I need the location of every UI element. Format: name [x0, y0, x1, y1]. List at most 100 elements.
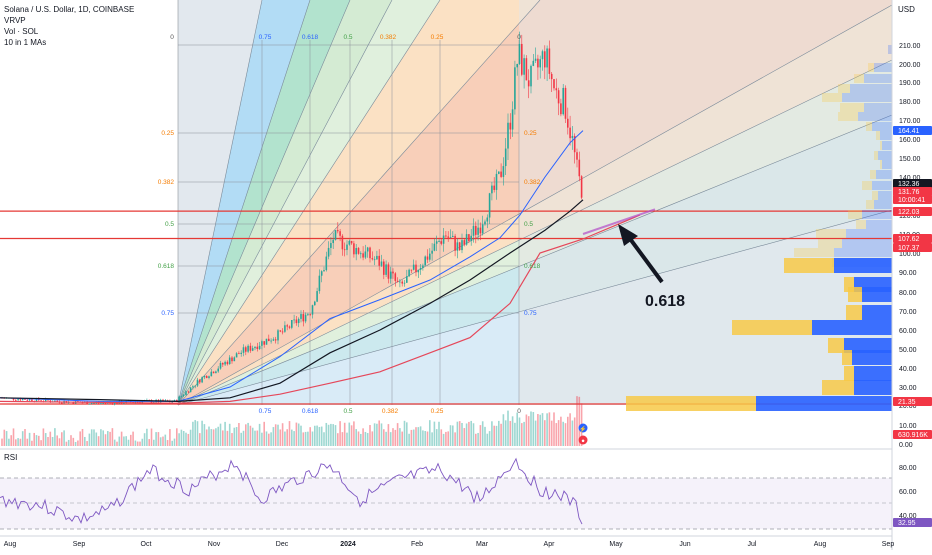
- candle-body: [380, 261, 383, 266]
- vp-row-7: [872, 122, 892, 131]
- volume-bar: [233, 427, 236, 446]
- volume-bar: [123, 436, 125, 446]
- y-tick-label: 140.00: [899, 175, 921, 182]
- vp-main-3: [862, 305, 892, 320]
- vp-row-16: [862, 210, 892, 219]
- candle-body: [194, 385, 196, 387]
- volume-bar: [180, 429, 183, 446]
- candle-body: [477, 227, 479, 235]
- candle-body: [468, 234, 470, 242]
- ma-projection-line: [582, 208, 656, 235]
- y-tick-label: 60.00: [899, 328, 917, 335]
- vp-row-9: [882, 141, 892, 150]
- svg-text:●: ●: [581, 439, 585, 445]
- candle-body: [258, 345, 261, 350]
- grid: [177, 0, 520, 405]
- annotation-label: 0.618: [645, 293, 685, 310]
- dividend-icon[interactable]: [578, 423, 588, 433]
- volume-bar: [486, 433, 489, 446]
- volume-bar: [93, 429, 95, 446]
- volume-bar: [564, 423, 567, 446]
- volume-bar: [424, 431, 426, 446]
- volume-bar: [254, 430, 256, 446]
- volume-bar: [537, 414, 539, 446]
- volume-bar: [107, 431, 109, 446]
- price-scale[interactable]: [892, 0, 932, 550]
- candle-body: [210, 371, 213, 377]
- vol-label[interactable]: Vol · SOL: [4, 27, 39, 36]
- candle-body: [93, 402, 95, 404]
- fib-top-label: 0.75: [259, 34, 272, 41]
- volume-bar: [468, 421, 470, 446]
- y-tick-label: 150.00: [899, 156, 921, 163]
- candle-body: [461, 240, 463, 251]
- volume-bar: [125, 436, 127, 446]
- volume-bar: [24, 429, 26, 446]
- fib-left-label: 0.618: [158, 263, 175, 270]
- candle-body: [452, 235, 454, 237]
- candle-body: [371, 258, 374, 260]
- volume-bar: [553, 412, 555, 446]
- volume-bar: [316, 425, 318, 446]
- volume-bar: [95, 432, 98, 446]
- ma-red-line: [0, 214, 641, 404]
- vp-row-18: [846, 229, 892, 238]
- volume-bar: [5, 431, 8, 446]
- vp-row-10: [878, 151, 892, 160]
- candle-body: [470, 235, 472, 242]
- candle-body: [281, 331, 284, 333]
- candle-body: [447, 236, 449, 238]
- volume-bar: [171, 440, 173, 446]
- volume-bar: [373, 423, 376, 446]
- volume-bar: [111, 428, 114, 446]
- y-tick-label: 120.00: [899, 213, 921, 220]
- candle-body: [201, 377, 203, 383]
- candle-body: [284, 325, 286, 332]
- vp-row-y-9: [880, 141, 882, 150]
- currency-label[interactable]: USD: [898, 5, 915, 14]
- volume-bar: [442, 433, 445, 446]
- time-axis-ticks: Aug Sep Oct Nov Dec 2024 Feb Mar Apr May Jun Jul Aug…: [4, 541, 895, 548]
- symbol-title[interactable]: Solana / U.S. Dollar, 1D, COINBASE: [4, 5, 135, 14]
- vrvp-label[interactable]: VRVP: [4, 16, 26, 25]
- candle-body: [348, 240, 351, 245]
- volume-bar: [401, 431, 403, 446]
- vp-row-y-5: [840, 103, 864, 112]
- volume-bar: [61, 432, 63, 446]
- rsi-title[interactable]: RSI: [4, 453, 18, 462]
- volume-bar: [534, 420, 537, 446]
- candle-body: [366, 247, 369, 252]
- volume-bar: [438, 421, 440, 446]
- rsi-axis-ticks: 80.00 60.00 40.00: [899, 465, 917, 520]
- fan-line-4: [177, 0, 441, 406]
- volume-bar: [21, 431, 24, 446]
- candle-body: [350, 240, 353, 244]
- candle-body: [15, 399, 17, 401]
- vp-main-y-8: [822, 380, 854, 395]
- volume-bar: [569, 413, 571, 446]
- vp-row-y-3: [838, 84, 850, 93]
- volume-bar: [389, 432, 392, 446]
- fib-mid-label: 0.75: [524, 310, 537, 317]
- candle-body: [454, 235, 456, 251]
- candle-body: [307, 314, 309, 316]
- candle-body: [334, 230, 337, 240]
- fan-line-6: [177, 4, 893, 406]
- volume-bar: [102, 430, 104, 446]
- volume-bar: [143, 433, 146, 446]
- candle-body: [288, 326, 291, 328]
- volume-bar: [194, 420, 196, 446]
- volume-bar: [256, 430, 259, 446]
- vp-main-y-2: [848, 287, 862, 302]
- fib-bottom-label: 0.75: [259, 408, 272, 415]
- candle-body: [484, 221, 486, 225]
- vp-row-y-4: [822, 93, 842, 102]
- ma-label[interactable]: 10 in 1 MAs: [4, 38, 47, 47]
- volume-bar: [435, 429, 438, 446]
- candle-body: [272, 339, 275, 341]
- price-badge-text: 10:00:41: [898, 197, 925, 204]
- flag-icon[interactable]: [578, 435, 588, 445]
- volume-bar: [169, 429, 171, 446]
